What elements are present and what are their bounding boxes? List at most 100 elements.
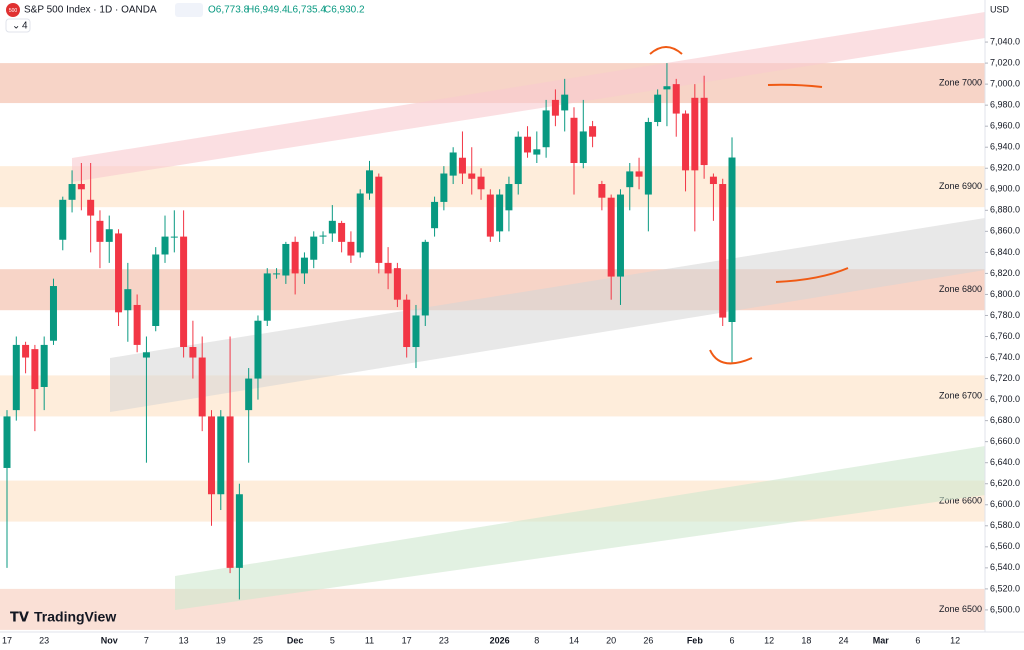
- x-tick-label: Nov: [101, 635, 118, 645]
- candle-body: [22, 344, 30, 358]
- candle-body: [282, 243, 290, 276]
- candle-body: [589, 126, 597, 137]
- x-tick-label: 13: [179, 635, 189, 645]
- zone-label: Zone 6800: [939, 284, 982, 294]
- brand-logo: 𝗧𝗩: [10, 609, 29, 624]
- candle-body: [291, 241, 299, 274]
- x-tick-label: Dec: [287, 635, 304, 645]
- candle-body: [496, 194, 504, 232]
- y-tick-label: 6,640.0: [990, 457, 1020, 467]
- candle-body: [254, 320, 262, 379]
- candle-body: [598, 184, 606, 198]
- candle-body: [384, 262, 392, 274]
- x-tick-label: Mar: [873, 635, 890, 645]
- y-tick-label: 6,980.0: [990, 100, 1020, 110]
- candle-body: [217, 416, 225, 495]
- candle-body: [263, 273, 271, 321]
- candle-body: [468, 173, 476, 179]
- candle-body: [347, 241, 355, 256]
- candle-body: [403, 299, 411, 348]
- y-tick-label: 6,560.0: [990, 541, 1020, 551]
- y-tick-label: 7,000.0: [990, 79, 1020, 89]
- candle-body: [635, 171, 643, 177]
- candle-body: [152, 254, 160, 326]
- currency: USD: [990, 4, 1010, 14]
- candle-body: [654, 94, 662, 122]
- candle-body: [458, 157, 466, 174]
- x-tick-label: 6: [915, 635, 920, 645]
- candle-body: [235, 494, 243, 568]
- ohlc-high: H6,949.4: [247, 5, 288, 16]
- candle-body: [579, 131, 587, 163]
- zone-label: Zone 7000: [939, 77, 982, 87]
- candle-body: [31, 349, 39, 390]
- x-tick-label: 17: [402, 635, 412, 645]
- candle-body: [672, 84, 680, 114]
- ohlc-low: L6,735.4: [287, 5, 326, 16]
- y-tick-label: 6,920.0: [990, 163, 1020, 173]
- y-tick-label: 6,660.0: [990, 436, 1020, 446]
- candle-body: [607, 197, 615, 277]
- candle-body: [616, 194, 624, 277]
- candle-body: [514, 136, 522, 185]
- candle-body: [533, 149, 541, 155]
- y-tick-label: 6,960.0: [990, 121, 1020, 131]
- y-tick-label: 6,840.0: [990, 247, 1020, 257]
- y-tick-label: 6,540.0: [990, 562, 1020, 572]
- candle-body: [709, 176, 717, 185]
- ohlc-open: O6,773.8: [208, 5, 250, 16]
- candle-body: [375, 176, 383, 263]
- middle-channel: [110, 218, 985, 412]
- zone-label: Zone 6700: [939, 390, 982, 400]
- candle-body: [644, 121, 652, 195]
- symbol-icon: [6, 3, 20, 17]
- candle-body: [170, 236, 178, 238]
- time-axis: 17 23 Nov 7 13 19 25 Dec 5 11 17 23 2026 8 14 20 26 Feb 6 1…: [2, 635, 960, 645]
- candle-body: [421, 241, 429, 316]
- candle-body: [393, 268, 401, 300]
- y-tick-label: 6,600.0: [990, 499, 1020, 509]
- y-tick-label: 6,900.0: [990, 184, 1020, 194]
- x-tick-label: 20: [606, 635, 616, 645]
- candle-body: [542, 110, 550, 148]
- candle-body: [226, 416, 234, 568]
- y-tick-label: 6,720.0: [990, 373, 1020, 383]
- lower-channel: [175, 446, 985, 610]
- chevron[interactable]: ⌄: [12, 21, 20, 32]
- candle-body: [700, 97, 708, 166]
- candle-body: [551, 99, 559, 116]
- candle-body: [142, 352, 150, 358]
- candle-body: [161, 236, 169, 255]
- indicator-toggle[interactable]: [5, 18, 31, 33]
- candle-body: [719, 184, 727, 318]
- x-tick-label: 18: [801, 635, 811, 645]
- candle-body: [245, 378, 253, 411]
- candle-body: [431, 201, 439, 229]
- candle-body: [124, 289, 132, 311]
- buttons[interactable]: [175, 3, 203, 17]
- y-tick-label: 6,800.0: [990, 289, 1020, 299]
- x-tick-label: 19: [216, 635, 226, 645]
- symbol-title[interactable]: S&P 500 Index · 1D · OANDA: [24, 5, 157, 16]
- x-tick-label: 24: [839, 635, 849, 645]
- y-tick-label: 6,520.0: [990, 583, 1020, 593]
- candle-body: [180, 236, 188, 348]
- annotation-line: [775, 267, 849, 283]
- y-tick-label: 6,780.0: [990, 310, 1020, 320]
- indicator-count[interactable]: 4: [22, 21, 28, 32]
- zone: [0, 588, 985, 630]
- candle-body: [77, 184, 85, 190]
- y-tick-label: 6,680.0: [990, 415, 1020, 425]
- x-tick-label: 23: [439, 635, 449, 645]
- x-tick-label: 26: [643, 635, 653, 645]
- candle-body: [3, 416, 11, 468]
- candle-body: [338, 222, 346, 242]
- y-tick-label: 6,880.0: [990, 205, 1020, 215]
- y-tick-label: 6,820.0: [990, 268, 1020, 278]
- candle-body: [319, 235, 327, 237]
- ohlc-close: C6,930.2: [324, 5, 365, 16]
- candle-body: [273, 273, 281, 275]
- candles: [3, 63, 736, 600]
- candle-body: [96, 220, 104, 242]
- candle-body: [691, 97, 699, 171]
